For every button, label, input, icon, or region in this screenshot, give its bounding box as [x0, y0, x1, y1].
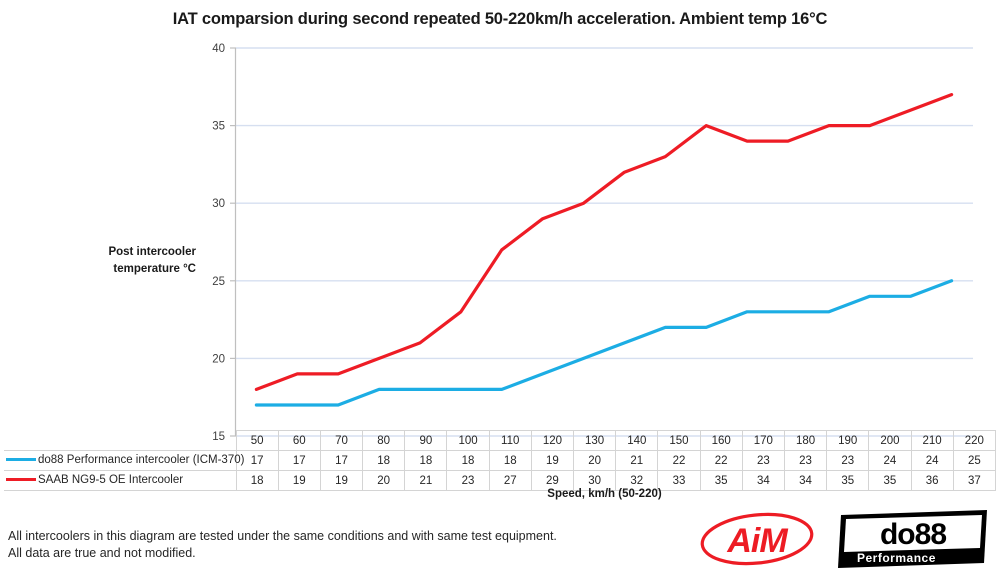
- series-lines: [254, 92, 954, 407]
- legend-swatch-icon: [6, 477, 36, 481]
- y-axis-tick-label: 20: [212, 353, 225, 365]
- do88-logo: do88 Performance: [838, 510, 987, 568]
- legend-label: do88 Performance intercooler (ICM-370): [38, 454, 245, 467]
- legend-item-0: do88 Performance intercooler (ICM-370): [4, 450, 244, 471]
- table-cell: 21: [615, 450, 659, 471]
- table-header-cell: 220: [952, 430, 997, 451]
- table-cell: 25: [952, 450, 997, 471]
- table-cell: 20: [362, 470, 406, 491]
- data-table: 50 60 70 80 90 100 110 120 130 140 150 160 170 180 190…: [4, 430, 997, 491]
- table-cell: 20: [572, 450, 617, 471]
- y-axis-tick-label: 35: [212, 121, 225, 133]
- y-axis-tick-label: 25: [212, 276, 225, 288]
- table-cell: 18: [235, 470, 279, 491]
- table-cell: 23: [446, 470, 490, 491]
- legend-swatch-icon: [6, 457, 36, 461]
- y-axis-tick-label: 40: [212, 43, 225, 55]
- gridlines: [236, 47, 973, 437]
- table-cell: 19: [319, 470, 364, 491]
- do88-logo-subtext: Performance: [857, 551, 936, 565]
- footer-line-1: All intercoolers in this diagram are tes…: [8, 529, 557, 543]
- table-cell: 23: [826, 450, 870, 471]
- y-axis-tick-label: 30: [212, 198, 225, 210]
- table-cell: 19: [277, 470, 321, 491]
- table-header-cell: 100: [446, 430, 490, 451]
- table-cell: 35: [699, 470, 743, 491]
- table-header-cell: 80: [362, 430, 406, 451]
- series-line-1: [254, 92, 954, 391]
- legend-item-1: SAAB NG9-5 OE Intercooler: [4, 470, 237, 491]
- table-cell: 22: [699, 450, 743, 471]
- table-header-cell: 140: [615, 430, 659, 451]
- table-cell: 24: [910, 450, 954, 471]
- table-header-cell: 200: [868, 430, 912, 451]
- table-cell: 23: [741, 450, 785, 471]
- table-header-cell: 110: [488, 430, 532, 451]
- table-row: do88 Performance intercooler (ICM-370) 17…: [4, 450, 997, 471]
- legend-label: SAAB NG9-5 OE Intercooler: [38, 474, 184, 487]
- table-header-cell: 210: [910, 430, 954, 451]
- x-axis-label: Speed, km/h (50-220): [547, 488, 662, 500]
- logo-group: AiM do88 Performance: [697, 508, 990, 570]
- table-header-cell: 60: [277, 430, 321, 451]
- chart-plot-area: 15 20 25 30 35 40 Post intercooler temperature…: [108, 43, 973, 443]
- table-cell: 18: [446, 450, 490, 471]
- aim-logo: AiM: [700, 512, 814, 566]
- table-cell: 18: [488, 450, 532, 471]
- table-header-cell: 50: [235, 430, 279, 451]
- table-header-cell: 190: [826, 430, 870, 451]
- table-cell: 24: [868, 450, 912, 471]
- table-cell: 19: [530, 450, 575, 471]
- table-header-cell: 170: [741, 430, 785, 451]
- y-axis-label: Post intercooler temperature °C: [108, 246, 196, 275]
- table-cell: 18: [404, 450, 448, 471]
- footer-line-2: All data are true and not modified.: [8, 546, 196, 560]
- table-header-cell: 180: [783, 430, 828, 451]
- aim-logo-text: AiM: [726, 522, 788, 560]
- table-header-cell: 70: [319, 430, 364, 451]
- table-header-cell: 160: [699, 430, 743, 451]
- table-cell: 18: [362, 450, 406, 471]
- table-header-cell: 90: [404, 430, 448, 451]
- table-header-row: 50 60 70 80 90 100 110 120 130 140 150 160 170 180 190…: [4, 430, 997, 451]
- table-header-spacer: [4, 430, 237, 451]
- table-header-cell: 130: [572, 430, 617, 451]
- table-cell: 33: [657, 470, 701, 491]
- table-cell: 23: [783, 450, 828, 471]
- table-header-cell: 150: [657, 430, 701, 451]
- table-cell: 17: [277, 450, 321, 471]
- do88-logo-text: do88: [880, 518, 946, 551]
- table-cell: 29: [530, 470, 575, 491]
- table-row: SAAB NG9-5 OE Intercooler 18 19 19 20 21 23 27 2…: [4, 470, 997, 491]
- table-cell: 17: [319, 450, 364, 471]
- page-title: IAT comparsion during second repeated 50…: [172, 10, 828, 28]
- footer-note: All intercoolers in this diagram are tes…: [8, 528, 557, 562]
- table-header-cell: 120: [530, 430, 575, 451]
- table-cell: 37: [952, 470, 997, 491]
- table-cell: 22: [657, 450, 701, 471]
- series-line-0: [254, 279, 954, 407]
